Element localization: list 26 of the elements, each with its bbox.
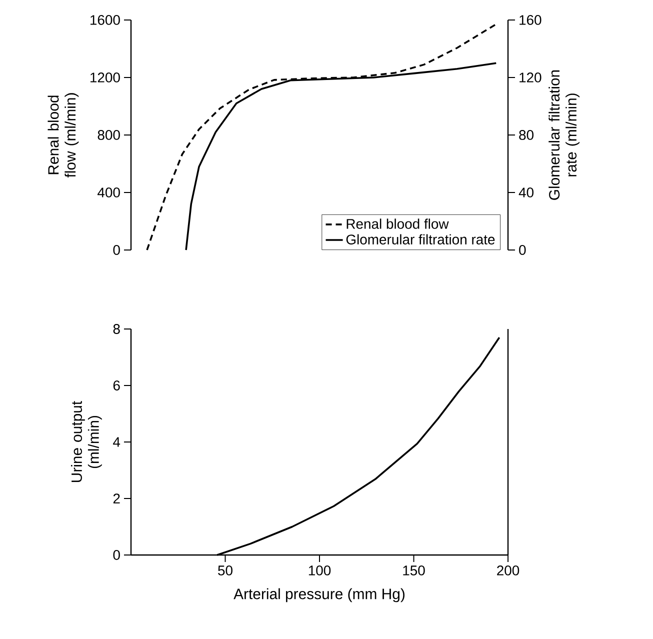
y-tick-label: 800 <box>98 130 120 140</box>
legend-label: Renal blood flow <box>346 218 449 229</box>
legend-label: Glomerular filtration rate <box>346 234 495 244</box>
y2-tick-label: 40 <box>518 188 534 198</box>
x-tick-label: 100 <box>308 566 331 576</box>
y-tick-label: 0 <box>113 550 120 560</box>
y-tick-label: 1600 <box>90 15 120 25</box>
y-axis-title: Renal blood flow (ml/min) <box>48 93 79 178</box>
y-tick-label: 6 <box>113 380 120 390</box>
y2-tick-label: 160 <box>520 15 542 25</box>
y2-tick-label: 80 <box>519 130 534 140</box>
x-tick-label: 150 <box>403 566 425 576</box>
y-tick-label: 4 <box>113 437 120 447</box>
y-axis-title: Urine output (ml/min) <box>71 401 102 482</box>
y-tick-label: 1200 <box>90 72 120 82</box>
y-tick-label: 8 <box>113 324 120 334</box>
x-tick-label: 200 <box>497 566 520 576</box>
y2-tick-label: 120 <box>520 72 542 82</box>
line-series <box>146 23 498 251</box>
y-tick-label: 400 <box>98 188 120 198</box>
x-axis-title: Arterial pressure (mm Hg) <box>234 588 404 602</box>
y-tick-label: 0 <box>113 245 120 255</box>
x-tick-label: 50 <box>218 566 232 576</box>
y2-axis-title: Glomerular filtration rate (ml/min) <box>548 70 580 200</box>
y2-tick-label: 0 <box>519 245 526 255</box>
y-tick-label: 2 <box>113 494 120 504</box>
